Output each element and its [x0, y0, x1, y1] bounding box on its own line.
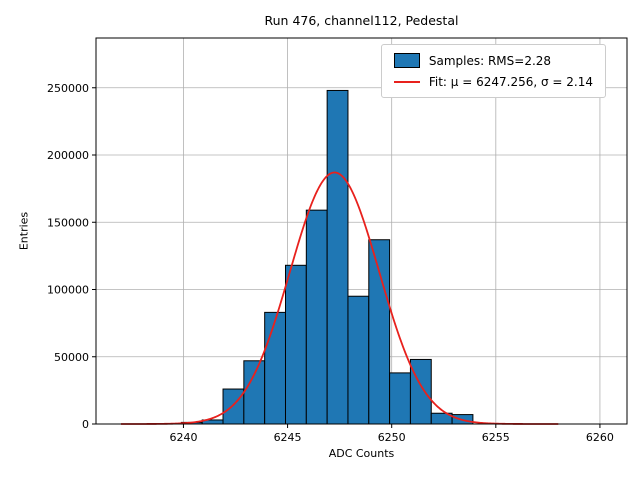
svg-text:6245: 6245: [274, 431, 302, 444]
svg-text:250000: 250000: [47, 82, 89, 95]
x-axis-label: ADC Counts: [328, 447, 395, 460]
chart-title: Run 476, channel112, Pedestal: [264, 13, 459, 28]
legend-samples-label: Samples: RMS=2.28: [428, 53, 552, 68]
svg-text:50000: 50000: [54, 351, 89, 364]
svg-text:100000: 100000: [47, 284, 89, 297]
legend: Samples: RMS=2.28 Fit: μ = 6247.256, σ =…: [380, 44, 606, 98]
legend-entry-fit: Fit: μ = 6247.256, σ = 2.14: [393, 75, 593, 89]
svg-text:6260: 6260: [586, 431, 614, 444]
legend-fit-label: Fit: μ = 6247.256, σ = 2.14: [428, 75, 593, 89]
svg-text:6255: 6255: [482, 431, 510, 444]
svg-text:200000: 200000: [47, 149, 89, 162]
svg-text:6250: 6250: [378, 431, 406, 444]
fit-line-icon: [393, 81, 420, 83]
svg-text:150000: 150000: [47, 216, 89, 229]
samples-swatch-icon: [393, 53, 420, 68]
svg-text:0: 0: [82, 418, 89, 431]
legend-entry-samples: Samples: RMS=2.28: [393, 53, 593, 68]
svg-text:6240: 6240: [169, 431, 197, 444]
